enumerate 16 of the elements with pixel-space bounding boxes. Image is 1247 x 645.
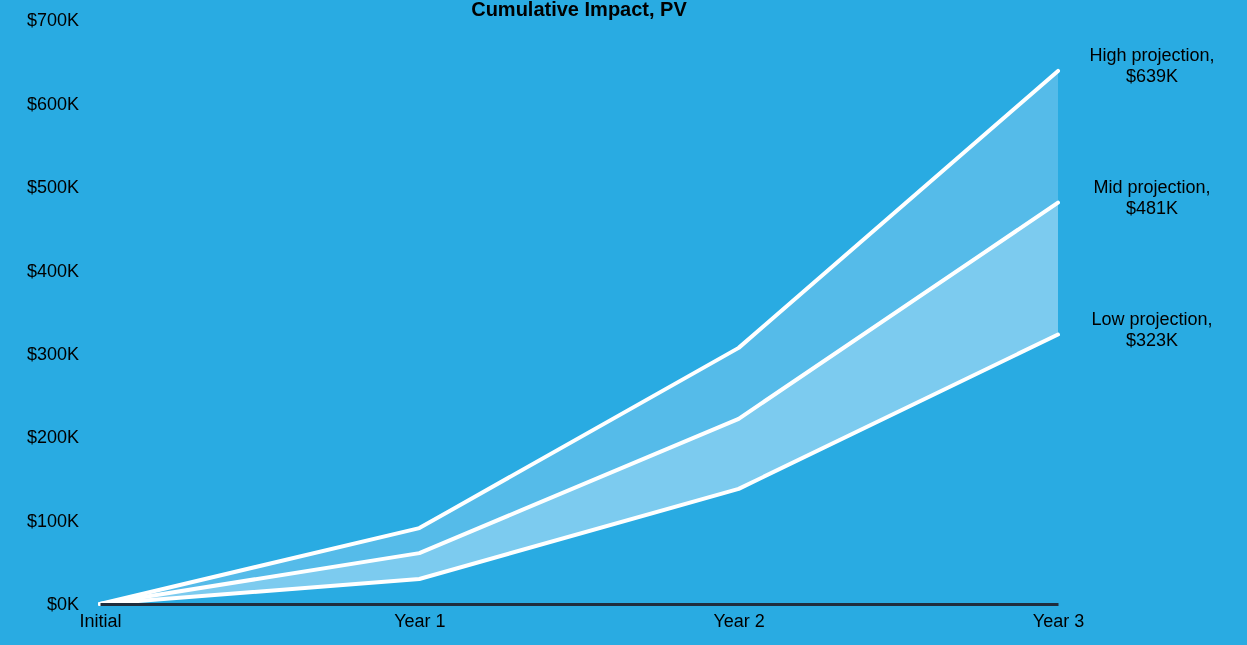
x-tick-label: Initial [79,610,122,631]
y-tick-label: $400K [26,260,79,281]
x-tick-label: Year 3 [1032,610,1085,631]
annotation: Mid projection, $481K [1093,176,1211,219]
y-tick-label: $300K [26,343,79,364]
y-tick-label: $600K [26,93,79,114]
x-tick-label: Year 2 [713,610,765,631]
annotation: High projection, $639K [1089,44,1215,87]
y-tick-label: $200K [26,427,79,448]
chart-title: Cumulative Impact, PV [471,0,688,20]
x-tick-label: Year 1 [394,610,446,631]
annotation: Low projection, $323K [1091,308,1213,351]
y-tick-label: $0K [46,594,79,615]
y-tick-label: $500K [26,177,79,198]
y-tick-label: $100K [26,510,79,531]
y-tick-label: $700K [26,10,79,31]
